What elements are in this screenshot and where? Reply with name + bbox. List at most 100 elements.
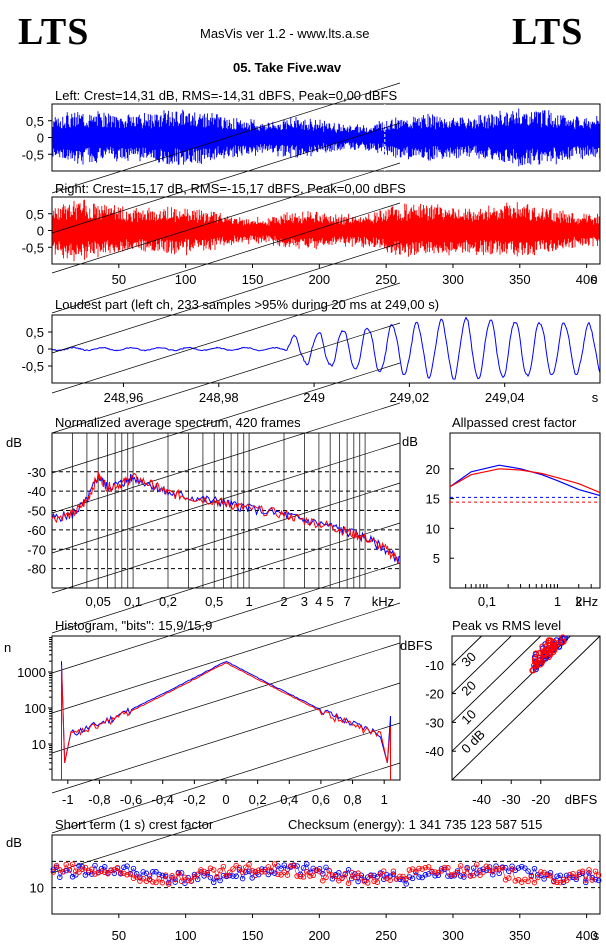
x-tick-label: 0,1 [124, 594, 142, 609]
crest-point [76, 862, 82, 869]
crest-diagonal [451, 635, 542, 723]
crest-point [76, 869, 82, 875]
crest-point [239, 875, 246, 882]
crest-trace [53, 863, 599, 885]
x-tick-label: 250 [375, 928, 397, 943]
crest-point [342, 871, 348, 877]
crest-point [429, 868, 435, 875]
x-tick-label: 249 [303, 390, 325, 405]
crest-point [419, 874, 425, 881]
y-axis-label: dBFS [400, 638, 433, 653]
crest-point [435, 872, 442, 879]
crest-point [98, 868, 105, 874]
crest-point [576, 869, 583, 876]
crest-point [339, 875, 345, 882]
crest-point [236, 864, 243, 871]
x-tick-label: -30 [502, 792, 521, 807]
slope-line [51, 602, 401, 714]
crest-point [522, 865, 528, 871]
x-tick-label: 300 [442, 928, 464, 943]
crest-point [159, 879, 166, 886]
crest-point [53, 862, 60, 869]
crest-point [355, 870, 361, 876]
crest-point [583, 877, 589, 883]
crest-point [92, 862, 98, 869]
crest-point [320, 877, 326, 884]
peak-rms-point [540, 650, 547, 657]
crest-point [595, 877, 602, 884]
crest-point [329, 872, 336, 878]
crest-point [390, 868, 397, 874]
crest-point [512, 878, 519, 884]
crest-point [406, 867, 413, 873]
x-tick-label: 250 [375, 272, 397, 287]
crest-point [352, 874, 358, 881]
crest-point [127, 871, 134, 877]
slope-line [51, 762, 401, 874]
crest-curve [449, 468, 601, 494]
y-tick-label: -30 [27, 465, 46, 480]
crest-point [143, 878, 150, 884]
crest-point [451, 871, 458, 878]
crest-point [403, 881, 409, 887]
crest-point [557, 872, 563, 879]
x-tick-label: 350 [509, 928, 531, 943]
crest-point [294, 873, 300, 879]
slope-line [51, 202, 401, 314]
crest-point [358, 874, 365, 881]
crest-point [316, 868, 323, 875]
crest-point [73, 872, 79, 878]
crest-point [278, 865, 284, 872]
crest-point [483, 863, 490, 869]
crest-point [249, 875, 255, 881]
x-tick-label: 0,2 [249, 792, 267, 807]
crest-point [246, 868, 252, 875]
crest-point [57, 874, 63, 880]
crest-point [124, 872, 130, 878]
x-tick-label: 150 [242, 928, 264, 943]
crest-point [419, 866, 425, 872]
crest-diagonal [451, 635, 512, 694]
crest-point [194, 876, 201, 883]
x-tick-label: 7 [343, 594, 350, 609]
crest-point [364, 880, 371, 886]
x-tick-label: 2 [575, 594, 582, 609]
y-tick-label: 10 [426, 521, 440, 536]
crest-point [355, 878, 361, 885]
crest-point [323, 864, 329, 871]
plot-frame [451, 635, 601, 781]
crest-point [239, 869, 246, 875]
crest-point [159, 872, 166, 879]
crest-point [105, 870, 111, 877]
crest-point [400, 877, 406, 883]
crest-point [146, 873, 153, 879]
x-tick-label: 1 [381, 792, 388, 807]
crest-point [499, 865, 506, 871]
y-tick-label: -50 [27, 504, 46, 519]
y-tick-label: -0,5 [22, 240, 44, 255]
crest-point [448, 872, 454, 878]
peak-rms-point [559, 634, 566, 641]
slope-line [51, 562, 401, 674]
crest-point [207, 874, 214, 881]
diagonal-label: 0 dB [458, 727, 488, 757]
crest-point [502, 865, 509, 871]
x-unit-label: s [591, 272, 598, 287]
crest-point [416, 874, 422, 880]
crest-point [114, 865, 121, 871]
crest-point [50, 869, 57, 875]
peak-rms-point [554, 640, 561, 647]
crest-curve [449, 464, 601, 497]
logo-right: LTS [512, 11, 584, 53]
crest-point [111, 870, 118, 877]
peak-rms-point [532, 650, 540, 657]
x-tick-label: 200 [308, 272, 330, 287]
crest-point [178, 878, 185, 884]
crest-point [547, 870, 554, 876]
crest-point [137, 874, 143, 881]
crest-point [438, 868, 445, 874]
crest-point [595, 872, 602, 878]
crest-point [560, 876, 567, 883]
crest-point [332, 873, 339, 880]
slope-line [51, 522, 401, 634]
